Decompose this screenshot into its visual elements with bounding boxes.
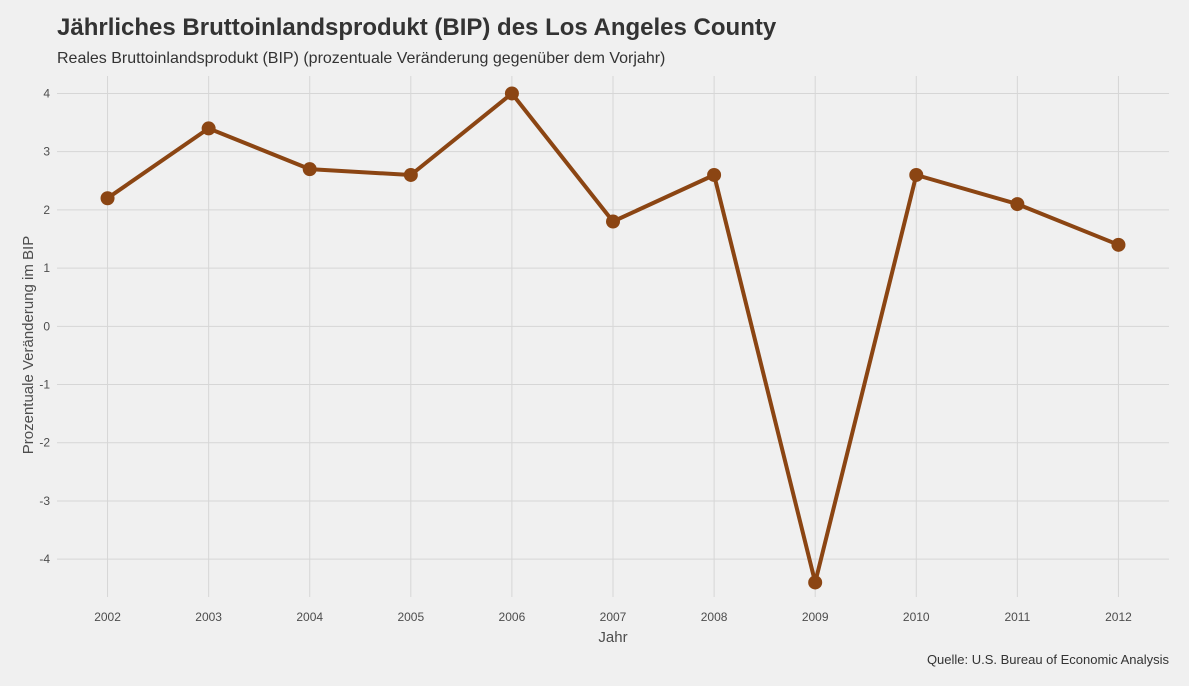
x-axis-title: Jahr [598,629,627,646]
x-tick-label: 2011 [1004,610,1030,624]
data-point [606,214,620,229]
data-point [504,86,519,101]
chart-subtitle: Reales Bruttoinlandsprodukt (BIP) (proze… [57,50,666,67]
x-axis-ticks: 2002 2003 2004 2005 2006 2007 2008 2009 2010 2011… [94,610,1132,624]
x-tick-label: 2009 [802,610,829,624]
data-point [201,121,216,136]
x-tick-label: 2002 [94,610,121,624]
data-point [1010,197,1025,212]
grid-lines [57,76,1169,597]
x-tick-label: 2008 [701,610,728,624]
x-tick-label: 2006 [499,610,526,624]
y-tick-label: 0 [43,319,50,333]
x-tick-label: 2003 [195,610,222,624]
x-tick-label: 2007 [600,610,627,624]
y-axis-title: Prozentuale Veränderung im BIP [20,236,37,454]
y-tick-label: -2 [39,436,50,450]
y-tick-label: 3 [43,145,50,159]
y-tick-label: 1 [43,261,50,275]
data-point [808,575,823,590]
data-point [909,167,924,182]
y-tick-label: -4 [39,552,50,566]
y-tick-label: -1 [39,378,50,392]
source-caption: Quelle: U.S. Bureau of Economic Analysis [926,652,1169,667]
y-tick-label: 2 [43,203,50,217]
data-point [100,191,115,206]
data-point [1111,237,1126,252]
data-point [707,167,722,182]
x-tick-label: 2005 [397,610,424,624]
data-point [302,162,317,177]
gdp-series [100,86,1126,590]
x-tick-label: 2004 [296,610,323,624]
data-point [403,167,418,182]
y-axis-ticks: 4 3 2 1 0 -1 -2 -3 -4 [39,86,50,566]
x-tick-label: 2010 [903,610,930,624]
x-tick-label: 2012 [1105,610,1132,624]
y-tick-label: -3 [39,494,50,508]
y-tick-label: 4 [43,86,50,100]
chart-title: Jährliches Bruttoinlandsprodukt (BIP) de… [57,14,777,41]
